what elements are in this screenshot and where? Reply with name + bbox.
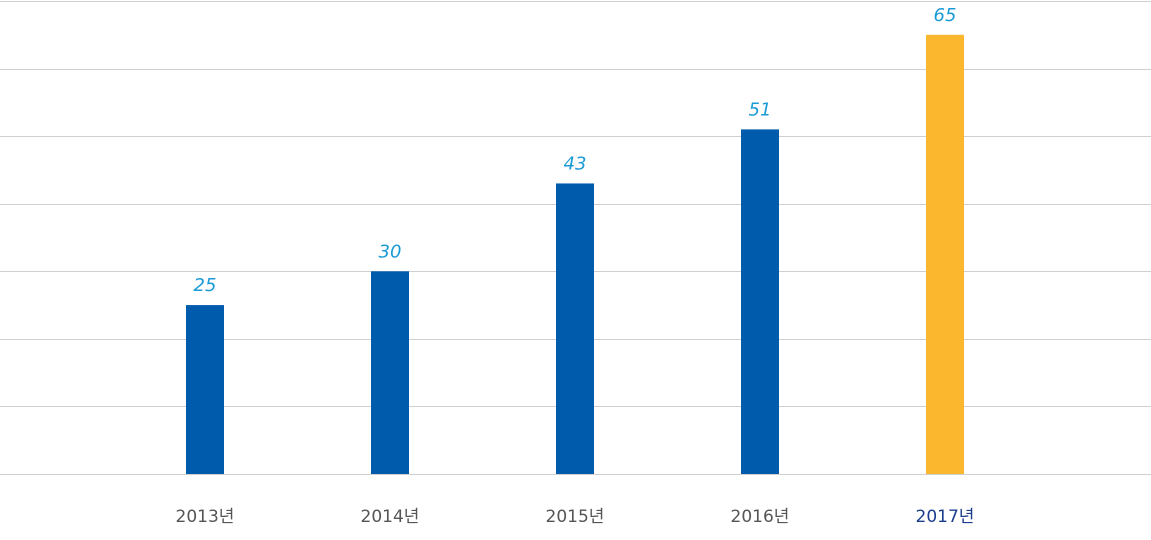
bar <box>556 183 594 474</box>
value-label: 25 <box>194 275 217 296</box>
bar <box>186 305 224 474</box>
x-tick-label: 2014년 <box>361 507 420 527</box>
x-tick-label: 2016년 <box>731 507 790 527</box>
value-label: 51 <box>749 99 772 120</box>
x-tick-label: 2017년 <box>916 507 975 527</box>
x-tick-label: 2013년 <box>176 507 235 527</box>
value-label: 30 <box>379 241 402 262</box>
bar <box>741 129 779 474</box>
value-label: 43 <box>564 153 587 174</box>
bar <box>926 34 964 475</box>
value-label: 65 <box>934 5 957 26</box>
x-tick-label: 2015년 <box>546 507 605 527</box>
bar <box>371 271 409 474</box>
